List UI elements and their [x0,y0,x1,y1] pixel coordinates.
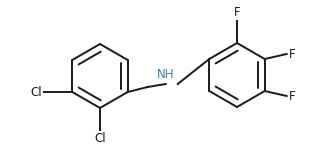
Text: F: F [289,48,295,61]
Text: Cl: Cl [94,132,106,145]
Text: F: F [234,6,240,19]
Text: F: F [289,90,295,103]
Text: Cl: Cl [31,85,42,98]
Text: NH: NH [157,68,174,81]
